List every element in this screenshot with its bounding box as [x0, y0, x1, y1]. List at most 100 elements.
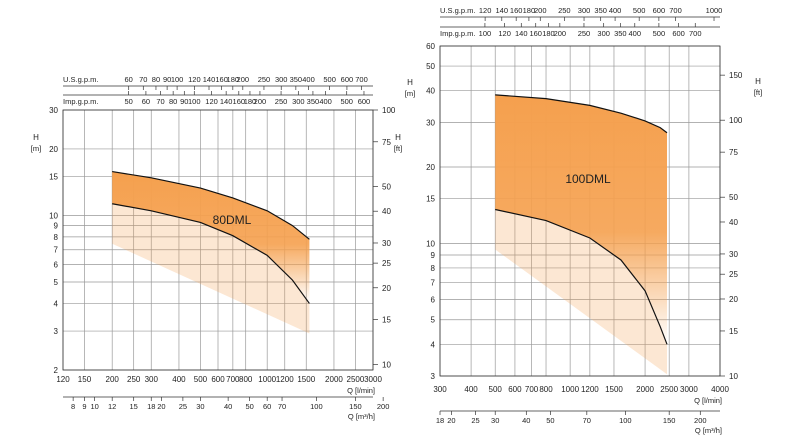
usgpm-tick-label: 600	[653, 6, 666, 15]
x-tick-label: 150	[78, 375, 92, 384]
m3h-tick-label: 70	[278, 402, 286, 411]
ft-tick-label: 20	[382, 284, 391, 293]
ft-tick-label: 15	[382, 316, 391, 325]
usgpm-tick-label: 250	[258, 75, 271, 84]
usgpm-axis-label: U.S.g.p.m.	[440, 6, 475, 15]
x-tick-label: 1500	[605, 385, 623, 394]
impgpm-tick-label: 100	[188, 97, 201, 106]
ft-tick-label: 30	[729, 250, 738, 259]
x-tick-label: 600	[508, 385, 522, 394]
usgpm-tick-label: 400	[609, 6, 622, 15]
impgpm-tick-label: 300	[597, 29, 610, 38]
y-axis-unit-right: [ft]	[754, 88, 762, 97]
m3h-tick-label: 20	[447, 416, 455, 425]
y-tick-label: 30	[426, 118, 435, 127]
ft-tick-label: 25	[382, 259, 391, 268]
envelope-fade	[112, 203, 310, 334]
m3h-tick-label: 15	[130, 402, 138, 411]
y-axis-label-left: H	[33, 133, 39, 142]
m3h-tick-label: 30	[196, 402, 204, 411]
usgpm-tick-label: 180	[227, 75, 240, 84]
x-tick-label: 3000	[680, 385, 698, 394]
impgpm-tick-label: 250	[578, 29, 591, 38]
plot-frame	[62, 109, 374, 371]
ft-tick-label: 150	[729, 71, 743, 80]
m3h-tick-label: 100	[310, 402, 323, 411]
x-tick-label: 700	[525, 385, 539, 394]
usgpm-tick-label: 100	[171, 75, 184, 84]
impgpm-tick-label: 500	[340, 97, 353, 106]
impgpm-tick-label: 700	[689, 29, 702, 38]
m3h-tick-label: 50	[245, 402, 253, 411]
x-tick-label: 4000	[711, 385, 729, 394]
impgpm-tick-label: 600	[358, 97, 371, 106]
y-tick-label: 9	[54, 222, 59, 231]
impgpm-tick-label: 600	[672, 29, 685, 38]
impgpm-tick-label: 50	[124, 97, 132, 106]
m3h-tick-label: 18	[147, 402, 155, 411]
usgpm-tick-label: 1000	[706, 6, 723, 15]
y-tick-label: 3	[54, 327, 59, 336]
ft-tick-label: 40	[729, 218, 738, 227]
plot-frame	[439, 45, 721, 377]
usgpm-tick-label: 120	[479, 6, 492, 15]
usgpm-tick-label: 60	[125, 75, 133, 84]
usgpm-tick-label: 700	[669, 6, 682, 15]
y-tick-label: 9	[431, 251, 436, 260]
m3h-tick-label: 150	[663, 416, 676, 425]
usgpm-axis-label: U.S.g.p.m.	[63, 75, 98, 84]
y-axis-unit-right: [ft]	[394, 144, 402, 153]
usgpm-tick-label: 700	[355, 75, 368, 84]
x-tick-label: 400	[464, 385, 478, 394]
m3h-axis-label: Q [m³/h]	[348, 412, 375, 421]
y-tick-label: 10	[426, 239, 435, 248]
m3h-tick-label: 150	[349, 402, 362, 411]
y-tick-label: 3	[431, 372, 436, 381]
x-tick-label: 1200	[581, 385, 599, 394]
impgpm-tick-label: 120	[498, 29, 511, 38]
y-tick-label: 60	[426, 42, 435, 51]
y-axis-label-right: H	[395, 133, 401, 142]
y-tick-label: 50	[426, 62, 435, 71]
x-tick-label: 120	[56, 375, 70, 384]
y-tick-label: 4	[431, 340, 436, 349]
y-tick-label: 7	[54, 246, 59, 255]
x-tick-label: 300	[145, 375, 159, 384]
y-tick-label: 6	[431, 296, 436, 305]
ft-tick-label: 25	[729, 270, 738, 279]
impgpm-tick-label: 160	[529, 29, 542, 38]
y-tick-label: 5	[54, 278, 59, 287]
usgpm-tick-label: 90	[163, 75, 171, 84]
ft-tick-label: 20	[729, 295, 738, 304]
ft-tick-label: 15	[729, 327, 738, 336]
chart-title: 80DML	[213, 213, 252, 227]
curve-min-impeller	[112, 203, 310, 304]
usgpm-tick-label: 300	[578, 6, 591, 15]
impgpm-tick-label: 200	[254, 97, 267, 106]
y-tick-label: 40	[426, 87, 435, 96]
y-tick-label: 20	[426, 163, 435, 172]
operating-envelope	[495, 94, 668, 345]
impgpm-tick-label: 140	[515, 29, 528, 38]
impgpm-tick-label: 180	[542, 29, 555, 38]
y-tick-label: 10	[49, 211, 58, 220]
y-tick-label: 6	[54, 261, 59, 270]
y-tick-label: 15	[49, 173, 58, 182]
ft-tick-label: 10	[382, 360, 391, 369]
m3h-tick-label: 10	[90, 402, 98, 411]
impgpm-tick-label: 160	[233, 97, 246, 106]
x-tick-label: 3000	[364, 375, 382, 384]
curve-max-impeller	[495, 94, 668, 134]
operating-envelope	[112, 171, 310, 304]
x-tick-label: 500	[489, 385, 503, 394]
y-tick-label: 20	[49, 145, 58, 154]
chart-panel-100dml: 300 400 500 600 700 800 1000 1200 1500 2000 2500 30…	[405, 6, 762, 435]
ft-tick-label: 100	[382, 106, 396, 115]
usgpm-tick-label: 350	[290, 75, 303, 84]
x-tick-label: 250	[127, 375, 141, 384]
chart-panel-80dml: 120 150 200 250 300 400 500 600 700 800 1000 1200 15…	[31, 75, 402, 421]
usgpm-tick-label: 350	[594, 6, 607, 15]
y-tick-label: 8	[431, 264, 436, 273]
impgpm-tick-label: 140	[220, 97, 233, 106]
